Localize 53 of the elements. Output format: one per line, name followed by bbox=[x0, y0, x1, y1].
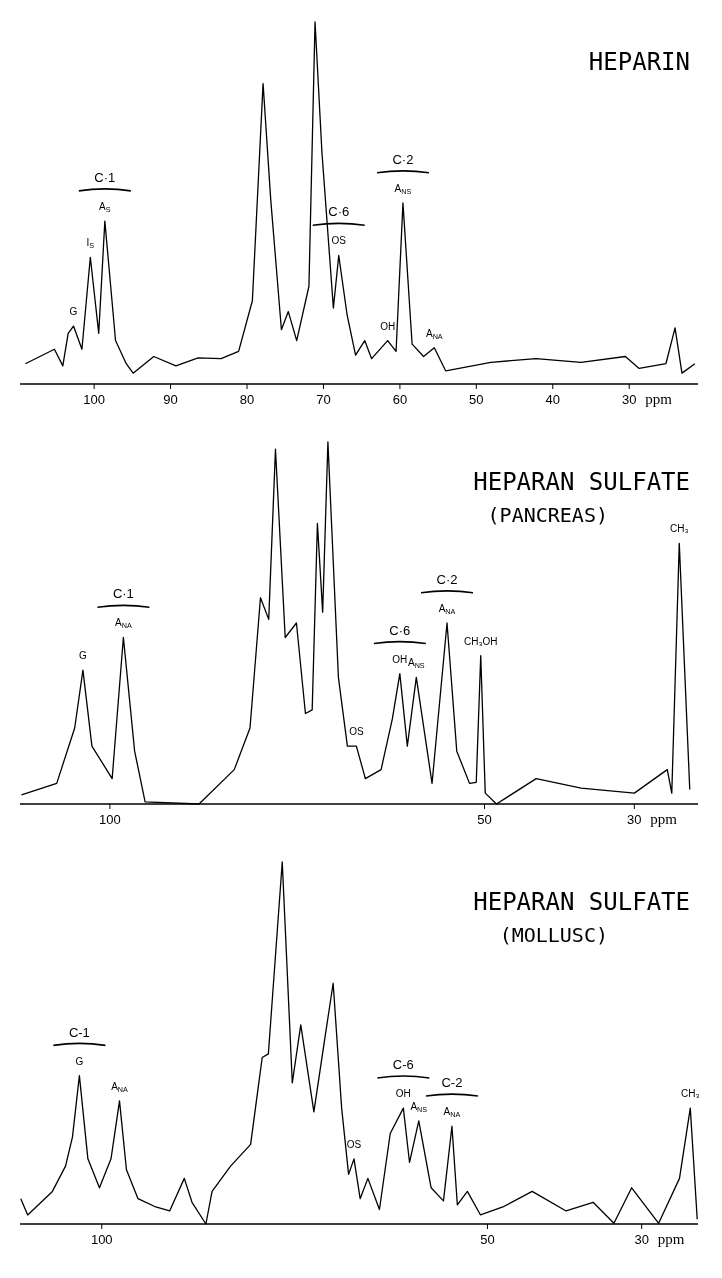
annotation: G bbox=[75, 1055, 84, 1067]
annotation: A$_{NA}$ bbox=[425, 327, 443, 341]
annotation: CH₃ bbox=[670, 523, 689, 535]
x-tick-label: 70 bbox=[316, 392, 331, 407]
x-tick-label: 40 bbox=[545, 392, 560, 407]
x-tick-label: 100 bbox=[83, 392, 105, 407]
annotation: A$_{NS}$ bbox=[394, 183, 412, 197]
x-tick-label: 30 bbox=[634, 1232, 649, 1247]
annotation: G bbox=[69, 306, 78, 318]
text: HEPARAN SULFATE bbox=[473, 888, 690, 916]
annotation: OH bbox=[395, 1088, 411, 1100]
text: (MOLLUSC) bbox=[499, 923, 608, 947]
annotation: C·6 bbox=[389, 622, 411, 638]
annotation: A$_{NA}$ bbox=[111, 1080, 129, 1095]
annotation: CH₃OH bbox=[463, 635, 498, 647]
x-tick-label: 30 bbox=[621, 392, 637, 407]
annotation: G bbox=[79, 650, 88, 662]
x-tick-label: 60 bbox=[392, 392, 408, 407]
x-tick-label: 50 bbox=[469, 392, 484, 407]
annotation: A$_{NS}$ bbox=[407, 657, 425, 671]
x-tick-label: 30 bbox=[627, 812, 642, 827]
x-tick-label: 50 bbox=[480, 1232, 495, 1247]
x-tick-label: 50 bbox=[477, 812, 492, 827]
annotation: C·2 bbox=[392, 152, 414, 167]
annotation: C·6 bbox=[328, 204, 350, 220]
annotation: A$_{NA}$ bbox=[115, 617, 132, 631]
x-tick-label: 100 bbox=[99, 812, 121, 827]
annotation: OS bbox=[331, 235, 347, 247]
x-axis-title: ppm bbox=[657, 1231, 685, 1247]
x-tick-label: 100 bbox=[90, 1232, 113, 1247]
annotation: C·1 bbox=[112, 586, 134, 602]
x-axis-title: ppm bbox=[645, 391, 673, 407]
text: HEPARAN SULFATE bbox=[473, 468, 690, 496]
annotation: C-2 bbox=[441, 1075, 463, 1091]
x-tick-label: 90 bbox=[163, 392, 178, 407]
x-tick-label: 80 bbox=[239, 392, 255, 407]
annotation: C·1 bbox=[94, 170, 116, 186]
annotation: C-1 bbox=[68, 1024, 90, 1040]
annotation: OS bbox=[346, 1138, 362, 1150]
text: (PANCREAS) bbox=[487, 503, 608, 527]
annotation: OH bbox=[392, 653, 408, 665]
annotation: OS bbox=[349, 726, 364, 738]
text: HEPARIN bbox=[588, 48, 690, 76]
annotation: A$_{NA}$ bbox=[438, 603, 456, 617]
annotation: A$_{S}$ bbox=[99, 201, 111, 215]
annotation: CH₃ bbox=[681, 1088, 700, 1100]
annotation: C-6 bbox=[392, 1057, 414, 1073]
annotation: A$_{NA}$ bbox=[443, 1106, 461, 1120]
annotation: I$_{S}$ bbox=[86, 237, 95, 251]
annotation: OH bbox=[380, 320, 396, 332]
annotation: A$_{NS}$ bbox=[410, 1100, 428, 1114]
x-axis-title: ppm bbox=[650, 811, 678, 827]
annotation: C·2 bbox=[436, 572, 458, 587]
